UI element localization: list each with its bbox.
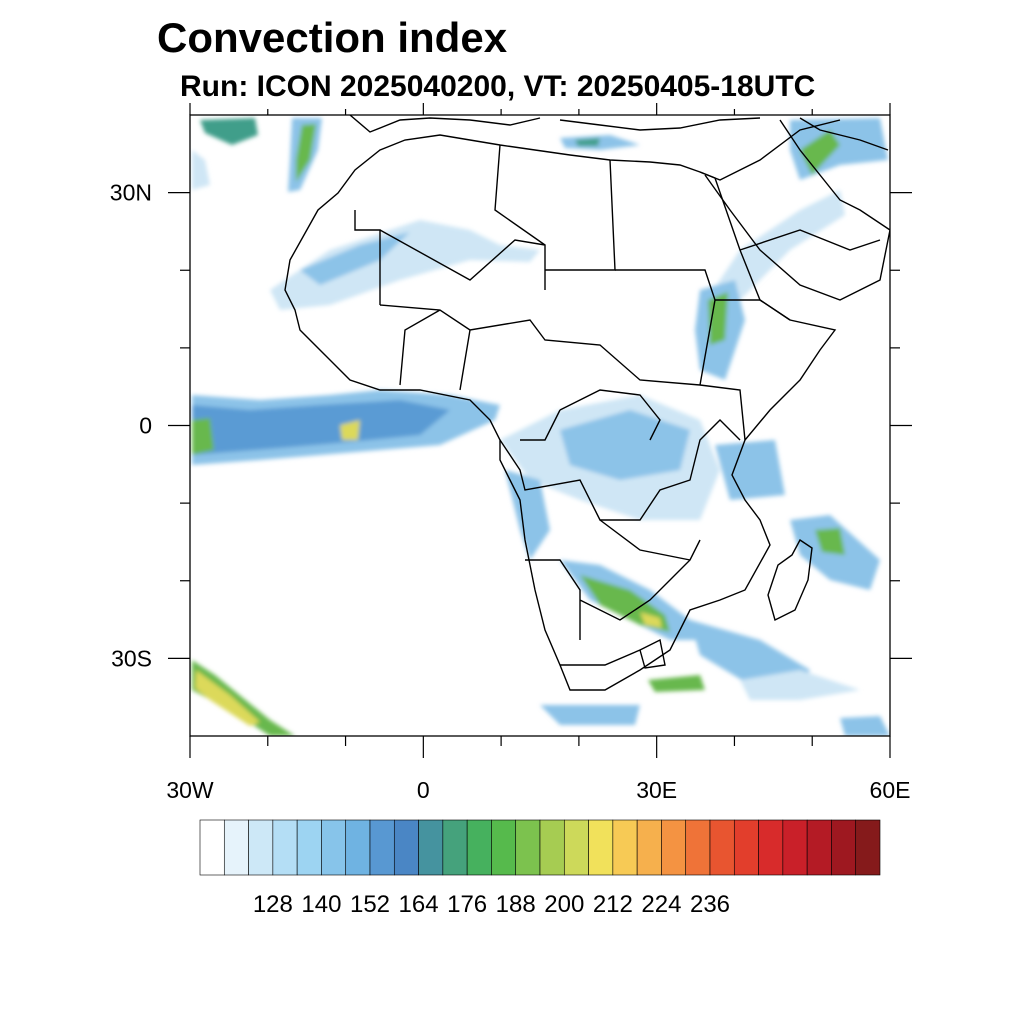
- y-tick-label: 0: [139, 413, 152, 439]
- colorbar-swatch: [491, 819, 517, 876]
- colorbar-swatch: [685, 819, 711, 876]
- border-sahel: [379, 269, 716, 391]
- x-tick-label: 0: [417, 777, 430, 803]
- field-eq-band-inner: [192, 400, 450, 455]
- colorbar-label: 212: [593, 891, 633, 918]
- colorbar-label: 200: [544, 891, 584, 918]
- field-sahara-core: [300, 232, 410, 285]
- colorbar-swatch: [636, 819, 662, 876]
- colorbar-swatch: [321, 819, 347, 876]
- colorbar-swatch: [345, 819, 371, 876]
- field-sw-streak: [192, 660, 295, 736]
- colorbar-swatch: [369, 819, 395, 876]
- field-sa-south: [648, 675, 705, 692]
- colorbar-swatch: [272, 819, 298, 876]
- field-eq-yellow: [340, 420, 360, 440]
- colorbar-swatch: [466, 819, 492, 876]
- colorbar-swatch: [563, 819, 589, 876]
- x-tick-label: 30W: [166, 777, 214, 803]
- colorbar-swatch: [296, 819, 322, 876]
- field-sahara-band: [270, 220, 540, 310]
- field-moz-core: [815, 528, 845, 555]
- field-eq-green: [192, 418, 214, 455]
- colorbar-swatch: [515, 819, 541, 876]
- field-nw-band-core: [296, 124, 316, 182]
- colorbar-label: 224: [641, 891, 681, 918]
- colorbar-swatch: [758, 819, 784, 876]
- border-maghreb: [354, 144, 616, 305]
- x-tick-label: 60E: [870, 777, 911, 803]
- field-med: [560, 135, 640, 150]
- border-east: [699, 119, 881, 441]
- field-se-band: [690, 620, 810, 690]
- country-borders: [284, 115, 890, 691]
- colorbar-swatch: [199, 819, 225, 876]
- map-title: Convection index: [157, 14, 508, 61]
- border-south: [525, 519, 701, 669]
- mediterranean-north: [349, 115, 889, 151]
- colorbar-swatch: [806, 819, 832, 876]
- x-tick-label: 30E: [636, 777, 677, 803]
- colorbar-label: 236: [690, 891, 730, 918]
- colorbar-swatch: [831, 819, 857, 876]
- colorbar-swatch: [733, 819, 759, 876]
- colorbar-swatch: [855, 819, 881, 876]
- colorbar-swatch: [612, 819, 638, 876]
- africa-coastline: [284, 134, 837, 691]
- field-south-yellow: [640, 612, 662, 628]
- border-central: [499, 389, 741, 521]
- colorbar-label: 128: [253, 891, 293, 918]
- field-left-edge: [192, 150, 210, 190]
- y-tick-label: 30S: [111, 645, 152, 671]
- arabia-coastline: [704, 119, 890, 301]
- field-nw-swirl: [200, 118, 258, 145]
- colorbar-swatch: [782, 819, 808, 876]
- colorbar: 128 140 152 164 176 188 200 212 224 236: [199, 819, 881, 918]
- colorbar-swatch: [539, 819, 565, 876]
- colorbar-swatch: [709, 819, 735, 876]
- field-se-tail: [740, 670, 860, 700]
- colorbar-swatch: [248, 819, 274, 876]
- colorbar-label: 152: [350, 891, 390, 918]
- map-subtitle: Run: ICON 2025040200, VT: 20250405-18UTC: [180, 70, 816, 103]
- colorbar-swatch: [223, 819, 249, 876]
- colorbar-label: 164: [399, 891, 439, 918]
- madagascar: [767, 538, 813, 622]
- field-med-core: [575, 138, 600, 146]
- colorbar-label: 188: [496, 891, 536, 918]
- y-tick-label: 30N: [110, 180, 152, 206]
- field-kenya-halo: [715, 440, 785, 500]
- field-mideast-core: [800, 130, 840, 175]
- axis-ticks: 30W 0 30E 60E 30N 0 30S: [110, 103, 912, 803]
- field-se-corner: [840, 716, 890, 736]
- field-sw-streak-core: [195, 670, 260, 726]
- field-ethiopia-core: [708, 292, 728, 345]
- colorbar-label: 176: [447, 891, 487, 918]
- colorbar-label: 140: [301, 891, 341, 918]
- colorbar-swatch: [442, 819, 468, 876]
- field-south-low: [540, 705, 640, 725]
- colorbar-swatch: [661, 819, 687, 876]
- colorbar-swatch: [393, 819, 419, 876]
- colorbar-swatch: [418, 819, 444, 876]
- colorbar-swatch: [588, 819, 614, 876]
- convection-field: [192, 118, 890, 736]
- field-congo-core: [560, 410, 690, 480]
